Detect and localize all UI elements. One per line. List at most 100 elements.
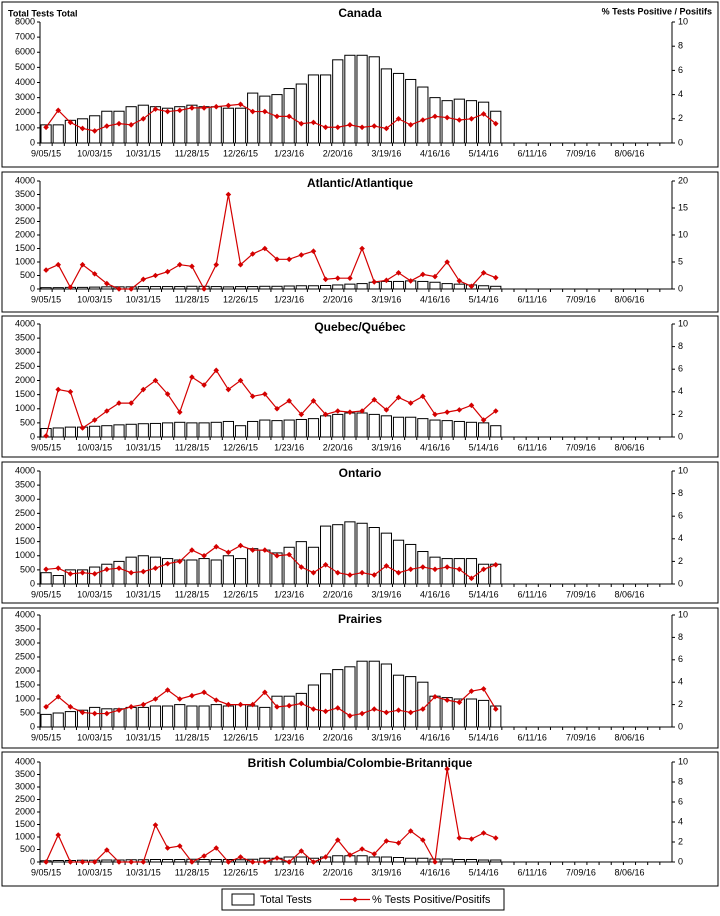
x-tick-label: 3/19/16: [371, 732, 401, 742]
y-tick-label: 500: [20, 417, 35, 427]
marker: [189, 859, 195, 865]
marker: [468, 283, 475, 290]
y-tick-label: 0: [30, 137, 35, 147]
bar: [149, 422, 162, 438]
marker: [79, 425, 86, 431]
marker: [152, 106, 159, 112]
bar: [198, 558, 210, 585]
marker: [79, 709, 86, 716]
marker: [176, 409, 183, 415]
marker: [104, 847, 110, 853]
marker: [91, 128, 98, 134]
bar: [307, 285, 320, 290]
bar: [271, 285, 283, 290]
marker: [249, 393, 256, 400]
x-tick-label: 8/06/16: [614, 732, 644, 742]
x-tick-label: 9/05/15: [31, 732, 61, 742]
marker: [432, 566, 438, 573]
line: [45, 768, 496, 864]
bar: [174, 704, 186, 728]
bar: [64, 569, 76, 585]
marker: [468, 402, 475, 409]
y-tick-label: 500: [20, 844, 35, 854]
y2-tick-label: 0: [678, 431, 683, 441]
marker: [201, 689, 207, 696]
x-tick-label: 11/28/15: [175, 294, 209, 304]
x-tick-label: 10/03/15: [77, 732, 112, 742]
y2-tick-label: 6: [678, 796, 683, 806]
x-tick-label: 5/14/16: [469, 294, 499, 304]
legend-swatch: [231, 893, 255, 906]
bar: [490, 859, 502, 863]
marker: [140, 859, 147, 865]
bar: [405, 543, 417, 585]
marker: [140, 276, 147, 283]
y-tick-label: 8000: [15, 16, 35, 26]
bar: [368, 527, 380, 585]
bar: [368, 856, 380, 863]
marker: [468, 836, 475, 842]
marker: [201, 286, 207, 292]
bar: [76, 569, 89, 585]
bar: [295, 83, 307, 144]
x-tick-label: 4/16/16: [420, 589, 450, 599]
x-tick-label: 12/26/15: [223, 148, 258, 158]
x-tick-label: 5/14/16: [469, 589, 499, 599]
marker: [322, 708, 329, 715]
bar: [234, 107, 247, 144]
y-tick-label: 1000: [15, 403, 35, 413]
bar: [137, 104, 149, 144]
bar: [465, 698, 478, 728]
x-tick-label: 11/28/15: [175, 867, 209, 877]
y2-tick-label: 8: [678, 341, 683, 351]
marker: [116, 400, 122, 406]
marker: [492, 274, 499, 281]
bar: [405, 416, 417, 438]
bar: [247, 420, 259, 438]
marker: [286, 113, 292, 120]
marker: [492, 835, 499, 841]
y-tick-label: 2000: [15, 806, 35, 816]
x-tick-label: 6/11/16: [518, 442, 547, 452]
y-tick-label: 3500: [15, 480, 35, 490]
marker: [468, 575, 475, 582]
bar: [295, 692, 307, 728]
bar: [222, 420, 234, 438]
marker: [189, 105, 195, 111]
marker: [480, 417, 487, 423]
bar: [162, 286, 174, 290]
marker: [237, 261, 244, 268]
marker: [286, 256, 292, 263]
marker: [176, 558, 183, 565]
marker: [407, 566, 414, 573]
bar: [478, 563, 490, 585]
marker: [225, 549, 232, 556]
marker: [456, 566, 463, 573]
bar: [307, 418, 320, 438]
bar: [247, 286, 259, 290]
y-tick-label: 7000: [15, 32, 35, 42]
marker: [322, 124, 329, 131]
x-tick-label: 8/06/16: [614, 442, 644, 452]
marker: [456, 278, 463, 284]
x-tick-label: 8/06/16: [614, 867, 644, 877]
y-tick-label: 3500: [15, 333, 35, 343]
x-tick-label: 1/23/16: [274, 589, 304, 599]
marker: [444, 766, 450, 772]
y-tick-label: 3000: [15, 92, 35, 102]
y-tick-label: 3000: [15, 781, 35, 791]
bar: [295, 285, 307, 290]
bar: [137, 706, 149, 728]
bar: [380, 68, 392, 144]
marker: [152, 822, 159, 828]
bar: [162, 859, 174, 863]
y2-tick-label: 6: [678, 65, 683, 75]
bar: [259, 95, 271, 144]
bar: [210, 559, 222, 585]
marker: [116, 286, 122, 292]
marker: [67, 284, 74, 291]
x-tick-label: 8/06/16: [614, 589, 644, 599]
bar: [101, 286, 113, 290]
marker: [286, 551, 292, 558]
bar: [392, 539, 405, 585]
